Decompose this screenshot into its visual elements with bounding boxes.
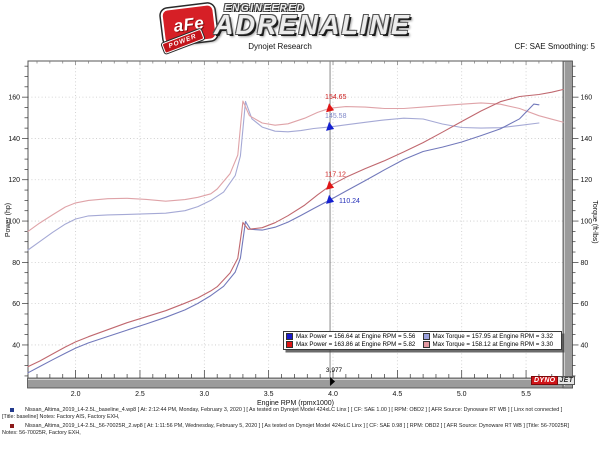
legend-label: Max Torque = 158.12 at Engine RPM = 3.30 bbox=[432, 340, 554, 348]
annotation-marker-icon bbox=[326, 103, 335, 113]
legend-swatch-power-baseline bbox=[286, 333, 293, 341]
svg-text:60: 60 bbox=[581, 301, 589, 308]
svg-text:60: 60 bbox=[12, 301, 20, 308]
annotation-marker-icon bbox=[326, 194, 335, 204]
svg-text:40: 40 bbox=[12, 342, 20, 349]
legend-item-max-power-baseline: Max Power = 156.64 at Engine RPM = 5.56 bbox=[286, 333, 423, 341]
svg-text:120: 120 bbox=[581, 177, 593, 184]
svg-text:3.0: 3.0 bbox=[199, 391, 209, 398]
run-bullet-icon bbox=[10, 424, 14, 428]
annotation-117.12: 117.12 bbox=[325, 172, 346, 190]
annotation-value: 154.65 bbox=[325, 94, 347, 101]
curve-torque-56-70025R bbox=[27, 100, 564, 232]
curve-torque-baseline bbox=[27, 100, 540, 251]
run-details: Nissan_Altima_2019_L4-2.5L_baseline_4.wp… bbox=[25, 407, 563, 413]
dyno-chart: 2.0 2.5 3.0 3.5 4.0 4.5 5.0 5.5 40 40 60 60 80 80 100 1… bbox=[5, 60, 598, 407]
dynojet-logo: DYNO JET bbox=[531, 375, 576, 385]
run-notes: [Title: baseline] Notes: Factory AIS, Fa… bbox=[2, 413, 120, 420]
run-details: Nissan_Altima_2019_L4-2.5L_56-70025R_2.w… bbox=[25, 423, 570, 429]
svg-text:120: 120 bbox=[8, 177, 20, 184]
afe-logo: aFe POWER ENGINEERED ADRENALINE bbox=[0, 0, 600, 54]
svg-text:5.5: 5.5 bbox=[521, 391, 531, 398]
legend-box[interactable]: Max Power = 156.64 at Engine RPM = 5.56 … bbox=[283, 331, 562, 350]
run-entry-baseline: Nissan_Altima_2019_L4-2.5L_baseline_4.wp… bbox=[0, 407, 600, 420]
power-axis-title: Power (hp) bbox=[5, 203, 12, 237]
svg-text:100: 100 bbox=[581, 219, 593, 226]
chart-canvas: 2.0 2.5 3.0 3.5 4.0 4.5 5.0 5.5 40 40 60 60 80 80 100 1… bbox=[5, 60, 598, 407]
axis-titles: Power (hp) Torque (ft-lbs) Engine RPM (rpm… bbox=[5, 200, 598, 407]
annotation-value: 145.58 bbox=[325, 113, 347, 120]
svg-text:4.0: 4.0 bbox=[328, 391, 338, 398]
axis-ticks bbox=[22, 61, 579, 378]
report-source-title: Dynojet Research bbox=[248, 42, 312, 51]
legend-item-max-power-intake: Max Power = 163.86 at Engine RPM = 5.82 bbox=[286, 341, 423, 349]
torque-axis-title: Torque (ft-lbs) bbox=[591, 200, 598, 243]
legend-swatch-power-intake bbox=[286, 340, 293, 348]
svg-text:2.0: 2.0 bbox=[71, 391, 81, 398]
legend-swatch-torque-intake bbox=[422, 340, 430, 348]
legend-label: Max Power = 156.64 at Engine RPM = 5.56 bbox=[296, 333, 416, 340]
svg-text:100: 100 bbox=[8, 219, 20, 226]
svg-text:140: 140 bbox=[8, 136, 20, 143]
annotation-154.65: 154.65 bbox=[325, 94, 347, 113]
svg-text:5.0: 5.0 bbox=[457, 391, 467, 398]
run-bullet-icon bbox=[10, 408, 14, 412]
annotation-value: 117.12 bbox=[325, 172, 346, 179]
curve-power-baseline bbox=[27, 103, 540, 374]
svg-text:140: 140 bbox=[581, 136, 593, 143]
cursor-rpm-label: 3,977 bbox=[326, 367, 343, 374]
annotation-145.58: 145.58 bbox=[325, 113, 347, 131]
annotation-marker-icon bbox=[326, 180, 335, 190]
brand-tagline: ENGINEERED bbox=[224, 3, 306, 14]
svg-text:160: 160 bbox=[8, 95, 20, 102]
svg-text:4.5: 4.5 bbox=[392, 391, 402, 398]
annotation-marker-icon bbox=[326, 121, 335, 131]
run-notes: Notes: 56-70025R, Factory EXH, bbox=[2, 429, 81, 436]
annotation-value: 110.24 bbox=[339, 198, 360, 205]
svg-text:80: 80 bbox=[581, 260, 589, 267]
run-info-footer: Nissan_Altima_2019_L4-2.5L_baseline_4.wp… bbox=[0, 407, 600, 439]
legend-swatch-torque-baseline bbox=[422, 333, 430, 341]
annotation-110.24: 110.24 bbox=[326, 194, 360, 205]
cursor-flag-icon[interactable] bbox=[330, 377, 336, 386]
dynojet-logo-red: DYNO bbox=[531, 375, 559, 385]
legend-item-max-torque-baseline: Max Torque = 157.95 at Engine RPM = 3.32 bbox=[422, 333, 560, 341]
tick-labels: 2.0 2.5 3.0 3.5 4.0 4.5 5.0 5.5 40 40 60 60 80 80 100 1… bbox=[8, 95, 592, 398]
legend-label: Max Power = 163.86 at Engine RPM = 5.82 bbox=[296, 340, 416, 348]
curve-power-56-70025R bbox=[27, 88, 564, 368]
legend-label: Max Torque = 157.95 at Engine RPM = 3.32 bbox=[432, 333, 554, 340]
brand-wordmark: ADRENALINE bbox=[214, 9, 412, 41]
svg-text:40: 40 bbox=[581, 342, 589, 349]
svg-text:160: 160 bbox=[581, 95, 593, 102]
run-entry-intake: Nissan_Altima_2019_L4-2.5L_56-70025R_2.w… bbox=[0, 423, 600, 436]
smoothing-setting: CF: SAE Smoothing: 5 bbox=[514, 42, 595, 51]
plot-border bbox=[27, 60, 573, 378]
svg-text:80: 80 bbox=[12, 260, 20, 267]
svg-text:2.5: 2.5 bbox=[135, 391, 145, 398]
rpm-axis-title: Engine RPM (rpmx1000) bbox=[257, 400, 334, 407]
axis-bars bbox=[27, 60, 573, 389]
dynojet-logo-dark: JET bbox=[558, 375, 576, 385]
svg-text:3.5: 3.5 bbox=[264, 391, 274, 398]
legend-item-max-torque-intake: Max Torque = 158.12 at Engine RPM = 3.30 bbox=[422, 340, 560, 349]
